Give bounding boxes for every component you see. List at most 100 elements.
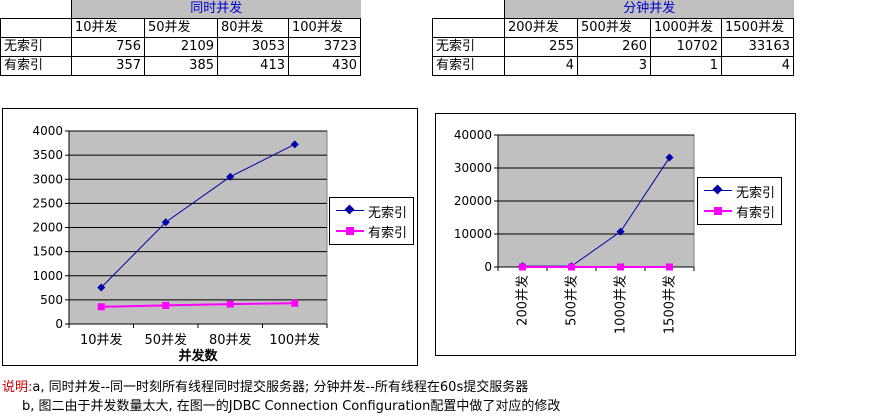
y-tick-label: 40000 bbox=[454, 128, 492, 142]
row-label: 有索引 bbox=[0, 56, 72, 76]
data-point-diamond bbox=[616, 227, 625, 236]
legend-label: 有索引 bbox=[368, 225, 408, 241]
column-header: 100并发 bbox=[288, 18, 361, 38]
table-row: 无索引 756 2109 3053 3723 bbox=[0, 37, 361, 57]
data-point-diamond bbox=[161, 218, 170, 227]
table-per-minute: 分钟并发 200并发 500并发 1000并发 1500并发 无索引 255 2… bbox=[432, 0, 794, 76]
legend-label: 无索引 bbox=[368, 205, 408, 221]
y-tick-label: 4000 bbox=[32, 124, 63, 138]
table-title: 同时并发 bbox=[71, 0, 361, 19]
y-tick-label: 3500 bbox=[32, 148, 63, 162]
data-point-square bbox=[97, 303, 105, 311]
legend-label: 有索引 bbox=[736, 205, 776, 221]
diamond-marker-icon bbox=[704, 184, 732, 196]
note-prefix: 说明: bbox=[2, 380, 33, 395]
note-line-2: b, 图二由于并发数量太大, 在图一的JDBC Connection Confi… bbox=[2, 397, 560, 416]
y-tick-label: 2000 bbox=[32, 221, 63, 235]
legend-label: 无索引 bbox=[736, 185, 776, 201]
table-cell: 3723 bbox=[288, 37, 361, 57]
series-line bbox=[100, 143, 295, 288]
legend-item: 有索引 bbox=[336, 221, 407, 241]
chart-legend: 无索引 有索引 bbox=[329, 197, 415, 245]
table-cell: 385 bbox=[144, 56, 218, 76]
y-tick-label: 30000 bbox=[454, 161, 492, 175]
series-line bbox=[101, 302, 295, 308]
table-row: 有索引 357 385 413 430 bbox=[0, 56, 361, 76]
note-text-a: a, 同时并发--同一时刻所有线程同时提交服务器; 分钟并发--所有线程在60s… bbox=[32, 380, 529, 395]
chart-concurrent-plot: 0 500 1000 1500 2000 2500 3000 3500 4000 10并发 50并发… bbox=[32, 124, 328, 364]
table-cell: 756 bbox=[71, 37, 145, 57]
data-point-square bbox=[666, 263, 673, 271]
data-point-diamond bbox=[226, 172, 235, 181]
x-tick-label: 100并发 bbox=[269, 332, 320, 348]
y-tick-label: 20000 bbox=[454, 194, 492, 208]
x-tick-label: 200并发 bbox=[515, 275, 531, 326]
x-tick-label: 10并发 bbox=[80, 332, 123, 348]
square-marker-icon bbox=[704, 206, 732, 216]
table-cell: 3 bbox=[577, 56, 651, 76]
data-point-square bbox=[617, 263, 624, 271]
legend-item: 有索引 bbox=[704, 201, 775, 221]
legend-item: 无索引 bbox=[336, 201, 407, 221]
table-cell: 1 bbox=[650, 56, 722, 76]
column-header: 80并发 bbox=[217, 18, 289, 38]
column-header: 1500并发 bbox=[721, 18, 794, 38]
y-tick-label: 1500 bbox=[32, 245, 63, 259]
table-cell: 4 bbox=[504, 56, 578, 76]
x-tick-label: 50并发 bbox=[144, 332, 187, 348]
y-tick-label: 1000 bbox=[32, 269, 63, 283]
column-header: 1000并发 bbox=[650, 18, 722, 38]
table-row: 无索引 255 260 10702 33163 bbox=[432, 37, 794, 57]
table-header-row: 200并发 500并发 1000并发 1500并发 bbox=[432, 18, 794, 38]
notes: 说明:a, 同时并发--同一时刻所有线程同时提交服务器; 分钟并发--所有线程在… bbox=[2, 378, 560, 416]
chart-per-minute-plot: 0 10000 20000 30000 40000 200并发 500并发 1000并发 150… bbox=[454, 128, 695, 334]
y-tick-label: 0 bbox=[55, 317, 63, 331]
row-label: 无索引 bbox=[0, 37, 72, 57]
legend-item: 无索引 bbox=[704, 181, 775, 201]
y-tick-label: 3000 bbox=[32, 172, 63, 186]
table-cell: 4 bbox=[721, 56, 794, 76]
table-cell: 33163 bbox=[721, 37, 794, 57]
x-tick-label: 1000并发 bbox=[613, 275, 629, 334]
table-cell: 3053 bbox=[217, 37, 289, 57]
table-row: 有索引 4 3 1 4 bbox=[432, 56, 794, 76]
row-label: 有索引 bbox=[432, 56, 505, 76]
table-title: 分钟并发 bbox=[504, 0, 794, 19]
x-tick-label: 80并发 bbox=[209, 332, 252, 348]
data-point-square bbox=[519, 263, 526, 271]
data-point-diamond bbox=[290, 140, 299, 149]
data-point-square bbox=[568, 263, 575, 271]
data-point-square bbox=[226, 300, 234, 308]
chart-legend: 无索引 有索引 bbox=[697, 177, 783, 225]
table-cell: 255 bbox=[504, 37, 578, 57]
table-cell: 10702 bbox=[650, 37, 722, 57]
column-header: 200并发 bbox=[504, 18, 578, 38]
table-cell: 357 bbox=[71, 56, 145, 76]
table-cell: 430 bbox=[288, 56, 361, 76]
square-marker-icon bbox=[336, 226, 364, 236]
chart-per-minute: 0 10000 20000 30000 40000 200并发 500并发 1000并发 150… bbox=[435, 113, 796, 356]
data-point-diamond bbox=[97, 283, 106, 292]
y-tick-label: 500 bbox=[40, 293, 63, 307]
table-cell: 2109 bbox=[144, 37, 218, 57]
chart-concurrent: 0 500 1000 1500 2000 2500 3000 3500 4000 10并发 50并发… bbox=[2, 108, 418, 366]
table-cell: 413 bbox=[217, 56, 289, 76]
data-point-square bbox=[162, 301, 170, 309]
y-tick-label: 2500 bbox=[32, 196, 63, 210]
x-tick-label: 1500并发 bbox=[662, 275, 678, 334]
table-cell: 260 bbox=[577, 37, 651, 57]
note-line-1: 说明:a, 同时并发--同一时刻所有线程同时提交服务器; 分钟并发--所有线程在… bbox=[2, 378, 560, 397]
diamond-marker-icon bbox=[336, 204, 364, 216]
x-axis-label: 并发数 bbox=[178, 348, 218, 364]
row-label: 无索引 bbox=[432, 37, 505, 57]
column-header: 500并发 bbox=[577, 18, 651, 38]
table-concurrent: 同时并发 10并发 50并发 80并发 100并发 无索引 756 2109 3… bbox=[0, 0, 361, 76]
data-point-diamond bbox=[665, 153, 674, 162]
note-text-b: b, 图二由于并发数量太大, 在图一的JDBC Connection Confi… bbox=[22, 399, 561, 414]
y-tick-label: 0 bbox=[484, 260, 492, 274]
y-tick-label: 10000 bbox=[454, 227, 492, 241]
table-header-row: 10并发 50并发 80并发 100并发 bbox=[0, 18, 361, 38]
column-header: 50并发 bbox=[144, 18, 218, 38]
column-header: 10并发 bbox=[71, 18, 145, 38]
x-tick-label: 500并发 bbox=[564, 275, 580, 326]
